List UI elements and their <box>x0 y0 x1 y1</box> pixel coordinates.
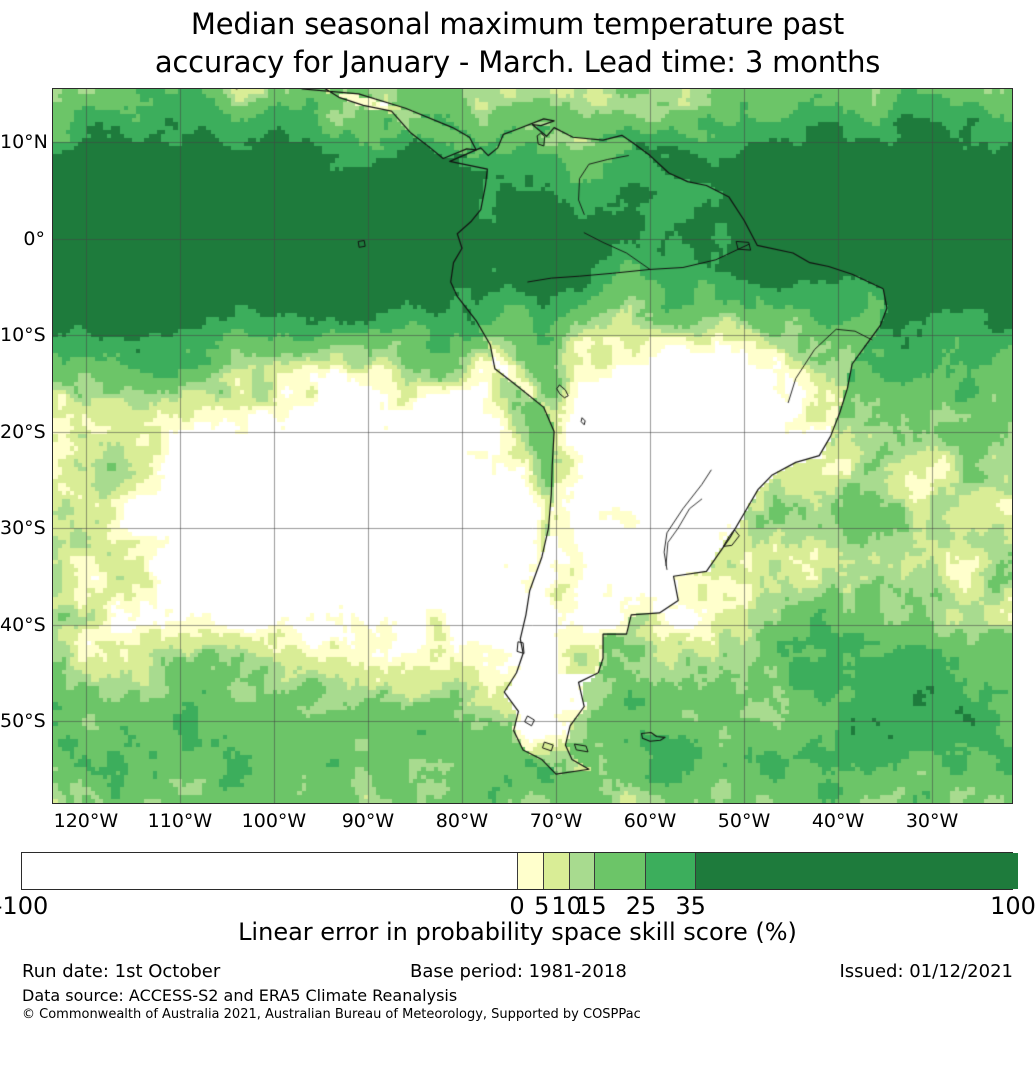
colorbar-segment <box>517 853 543 889</box>
latitude-tick-label: 0° <box>23 227 45 250</box>
longitude-tick-label: 110°W <box>147 810 213 832</box>
longitude-tick-label: 120°W <box>53 810 119 832</box>
latitude-tick-label: 50°S <box>0 709 46 732</box>
colorbar-tick-label: 25 <box>625 892 657 920</box>
title-line-2: accuracy for January - March. Lead time:… <box>154 45 881 79</box>
colorbar-segment <box>542 853 569 889</box>
latitude-tick-label: 10°N <box>0 131 48 154</box>
colorbar-tick-label: 35 <box>675 892 706 920</box>
colorbar-tick-label: 100 <box>990 892 1035 920</box>
longitude-tick-label: 80°W <box>435 810 489 832</box>
longitude-tick-label: 70°W <box>529 810 583 832</box>
run-date: Run date: 1st October <box>22 961 221 982</box>
colorbar-tick-label: 15 <box>576 892 607 920</box>
longitude-tick-label: 100°W <box>241 810 307 832</box>
map-plot-area <box>52 88 1013 804</box>
longitude-tick-label: 40°W <box>811 810 865 832</box>
colorbar-segment <box>568 853 595 889</box>
latitude-tick-label: 40°S <box>0 613 46 636</box>
longitude-tick-label: 90°W <box>341 810 395 832</box>
longitude-tick-label: 30°W <box>905 810 959 832</box>
longitude-tick-label: 50°W <box>717 810 771 832</box>
colorbar-segment <box>594 853 645 889</box>
title-line-1: Median seasonal maximum temperature past <box>190 7 845 41</box>
colorbar-tick-label: 5 <box>534 892 550 920</box>
colorbar-segment <box>22 853 517 889</box>
latitude-tick-label: 20°S <box>0 420 46 443</box>
colorbar-label: Linear error in probability space skill … <box>238 918 797 946</box>
colorbar-tick-label: 0 <box>509 892 525 920</box>
base-period: Base period: 1981-2018 <box>410 961 627 982</box>
colorbar <box>21 852 1018 890</box>
colorbar-tick-label: -100 <box>0 892 49 920</box>
colorbar-segment <box>695 853 1018 889</box>
issued-date: Issued: 01/12/2021 <box>839 961 1013 982</box>
copyright-notice: © Commonwealth of Australia 2021, Austra… <box>22 1007 641 1022</box>
page-title: Median seasonal maximum temperature past… <box>0 0 1035 81</box>
colorbar-segment <box>644 853 696 889</box>
colorbar-tick-label: 10 <box>551 892 582 920</box>
latitude-tick-label: 30°S <box>0 517 46 539</box>
longitude-tick-label: 60°W <box>623 810 677 832</box>
footer-top-row: Run date: 1st October Base period: 1981-… <box>0 961 1035 983</box>
skill-score-heatmap <box>53 89 1012 803</box>
latitude-tick-label: 10°S <box>0 324 46 347</box>
data-source: Data source: ACCESS-S2 and ERA5 Climate … <box>22 986 458 1005</box>
